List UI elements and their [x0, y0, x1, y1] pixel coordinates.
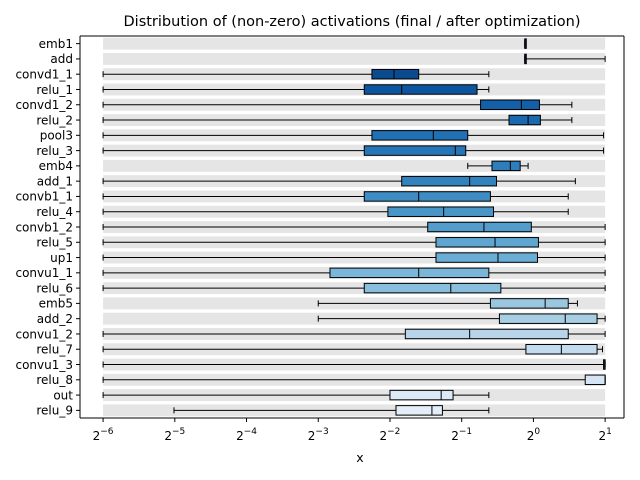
y-tick-label: relu_8 [36, 373, 73, 387]
box-convu1_1 [329, 267, 490, 279]
x-tick-label: 2−6 [93, 427, 114, 443]
box-relu_9 [395, 405, 443, 416]
y-tick-label: add_2 [37, 312, 73, 326]
y-tick-label: convu1_1 [15, 266, 73, 280]
box-convb1_2 [427, 221, 532, 233]
x-tick-label: 2−5 [164, 427, 185, 443]
box-convd1_2 [480, 99, 540, 110]
range-band [103, 37, 606, 50]
y-tick-label: convu1_2 [15, 327, 73, 341]
x-axis-label: x [356, 450, 363, 465]
x-tick-label: 2−3 [308, 427, 329, 443]
box-add_1 [401, 175, 498, 187]
y-tick-label: convd1_2 [15, 98, 73, 112]
y-tick-label: convb1_1 [15, 190, 73, 204]
box-out [389, 389, 454, 401]
y-tick-label: relu_4 [36, 205, 73, 219]
y-tick-label: convb1_2 [15, 220, 73, 234]
box-relu_8 [584, 374, 606, 386]
y-tick-label: relu_1 [36, 83, 73, 97]
range-band [103, 159, 606, 172]
box-relu_4 [387, 206, 495, 217]
box-up1 [435, 252, 538, 263]
y-tick-label: emb4 [39, 159, 73, 173]
y-tick-label: relu_2 [36, 113, 73, 127]
x-tick-label: 21 [598, 427, 611, 443]
box-relu_1 [363, 84, 478, 95]
y-tick-label: emb1 [39, 37, 73, 51]
y-tick-label: relu_7 [36, 343, 73, 357]
x-tick-label: 2−4 [236, 427, 257, 443]
box-emb5 [489, 298, 569, 309]
box-convd1_1 [371, 68, 420, 80]
box-convu1_2 [404, 328, 569, 340]
box-relu_2 [508, 114, 541, 126]
y-tick-label: up1 [50, 251, 73, 265]
y-tick-label: convd1_1 [15, 68, 73, 82]
box-relu_5 [435, 237, 539, 248]
box-pool3 [371, 130, 469, 141]
y-tick-label: add_1 [37, 174, 73, 188]
box-convb1_1 [363, 191, 491, 202]
x-tick-label: 2−1 [451, 427, 472, 443]
x-tick-label: 2−2 [380, 427, 401, 443]
y-tick-label: pool3 [40, 129, 73, 143]
y-tick-label: relu_9 [36, 404, 73, 418]
box-add_2 [498, 313, 598, 324]
y-tick-label: add [50, 52, 73, 66]
box-emb4 [491, 160, 521, 172]
y-tick-label: convu1_3 [15, 358, 73, 372]
chart-title: Distribution of (non-zero) activations (… [124, 14, 581, 30]
box-relu_6 [363, 282, 502, 294]
y-tick-label: relu_3 [36, 144, 73, 158]
y-tick-label: emb5 [39, 297, 73, 311]
range-band [103, 52, 606, 65]
x-tick-label: 20 [527, 427, 541, 443]
y-tick-label: relu_6 [36, 281, 73, 295]
y-tick-label: relu_5 [36, 236, 73, 250]
y-tick-label: out [53, 388, 73, 402]
box-relu_3 [363, 145, 467, 156]
